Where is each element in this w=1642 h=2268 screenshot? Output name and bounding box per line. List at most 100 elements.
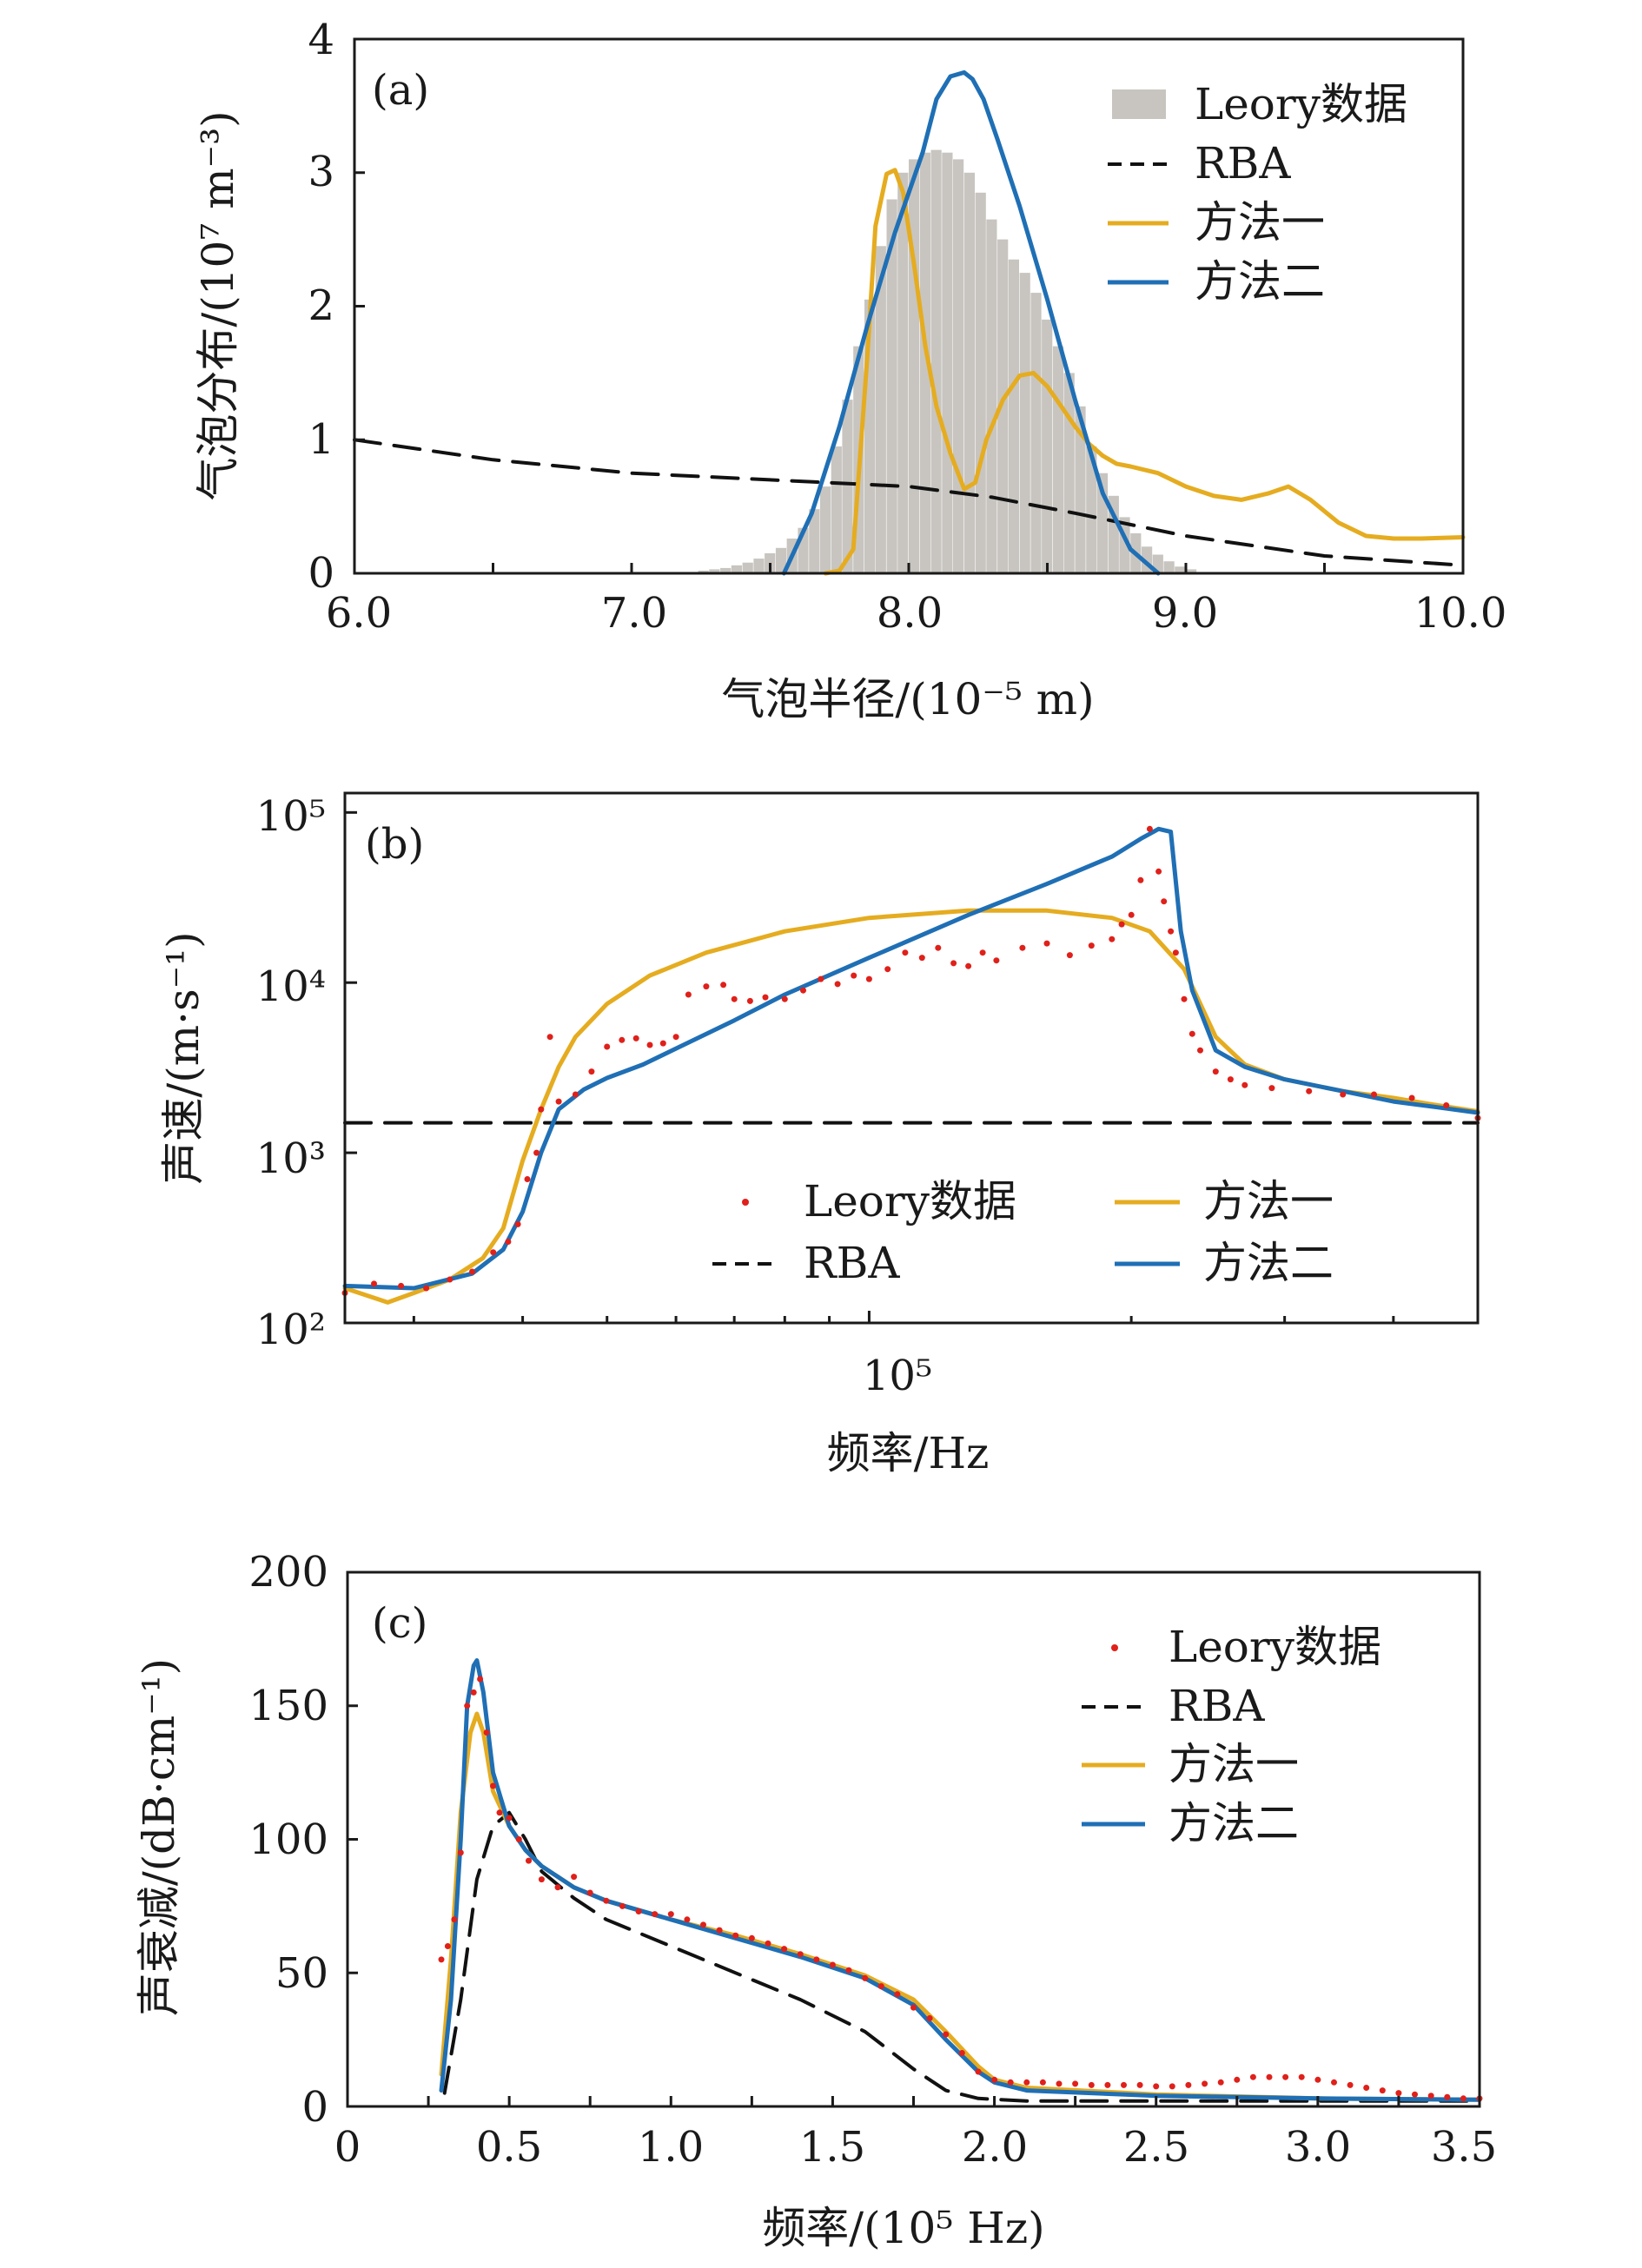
b-legend-rba: RBA	[804, 1238, 900, 1288]
b-data-point	[1066, 952, 1073, 959]
b-data-point	[1408, 1094, 1415, 1101]
b-data-point	[546, 1034, 553, 1041]
b-data-point	[851, 972, 857, 979]
b-data-point	[604, 1043, 611, 1050]
c-data-point	[797, 1951, 804, 1958]
c-data-point	[1121, 2081, 1127, 2088]
a-xtick: 6.0	[326, 589, 392, 638]
a-x-axis-label: 气泡半径/(10⁻⁵ m)	[721, 674, 1094, 724]
a-bar	[1163, 561, 1175, 573]
c-data-point	[554, 1884, 561, 1891]
a-bar	[698, 570, 709, 573]
b-data-point	[1241, 1081, 1248, 1088]
b-data-point	[1306, 1088, 1313, 1094]
c-data-point	[1217, 2079, 1224, 2086]
a-bar	[875, 246, 886, 573]
c-data-point	[667, 1911, 674, 1918]
a-bar	[819, 486, 831, 573]
b-data-point	[993, 957, 1000, 964]
c-xtick: 1.0	[638, 2123, 704, 2172]
b-data-point	[1128, 911, 1135, 918]
c-data-point	[1185, 2081, 1192, 2088]
c-data-point	[894, 1991, 901, 1998]
a-ytick: 4	[308, 16, 334, 64]
a-legend-method2: 方法二	[1195, 256, 1325, 307]
b-data-point	[1161, 898, 1168, 905]
c-data-point	[1104, 2081, 1111, 2088]
a-bar	[953, 159, 964, 573]
a-bar	[842, 400, 853, 573]
b-ticks	[345, 810, 1480, 1325]
c-data-point	[652, 1911, 659, 1918]
c-data-point	[603, 1897, 610, 1904]
a-series-method2	[781, 69, 1161, 576]
b-data-point	[1109, 936, 1116, 942]
c-ytick: 50	[275, 1949, 328, 1998]
b-ytick: 10⁴	[256, 962, 326, 1011]
b-data-point	[632, 1035, 639, 1041]
a-xtick: 10.0	[1414, 589, 1507, 638]
c-data-point	[716, 1927, 723, 1934]
c-xtick: 0	[334, 2123, 361, 2172]
c-data-point	[506, 1815, 513, 1822]
a-bar	[1052, 346, 1064, 573]
a-bar	[731, 565, 742, 573]
b-xtick: 10⁵	[863, 1352, 932, 1400]
b-y-axis-label: 声速/(m·s⁻¹)	[158, 931, 209, 1184]
c-data-point	[845, 1967, 852, 1974]
b-data-point	[1118, 921, 1125, 928]
b-data-point	[555, 1098, 562, 1105]
b-panel-label: (b)	[365, 820, 424, 869]
c-data-point	[862, 1974, 869, 1981]
c-data-point	[1314, 2076, 1321, 2083]
a-bar	[919, 152, 930, 573]
b-data-point	[447, 1276, 454, 1283]
c-data-point	[1460, 2095, 1467, 2102]
b-data-point	[588, 1068, 595, 1075]
b-data-point	[1227, 1076, 1234, 1083]
c-data-point	[1169, 2083, 1175, 2090]
b-data-point	[538, 1106, 545, 1113]
a-bar	[709, 569, 720, 573]
b-data-point	[371, 1280, 377, 1287]
a-bar	[942, 152, 953, 573]
a-legend-leory: Leory数据	[1195, 79, 1407, 129]
b-data-point	[762, 994, 769, 1001]
a-bar	[1042, 319, 1053, 573]
b-data-point	[1188, 1030, 1195, 1037]
c-data-point	[490, 1782, 496, 1789]
c-data-point	[586, 1889, 593, 1896]
b-data-point	[703, 983, 710, 990]
c-data-point	[470, 1689, 477, 1696]
a-bar	[963, 172, 975, 574]
c-data-point	[1395, 2090, 1402, 2097]
b-data-point	[965, 962, 972, 969]
a-bar	[1063, 373, 1075, 573]
c-xtick: 3.5	[1431, 2123, 1497, 2172]
b-data-point	[1137, 876, 1144, 883]
a-series-rba	[353, 438, 1465, 567]
c-data-point	[619, 1902, 626, 1909]
c-data-point	[438, 1956, 445, 1963]
b-legend-swatch-leory	[742, 1199, 749, 1206]
c-data-point	[571, 1874, 578, 1881]
b-data-point	[1019, 944, 1026, 951]
b-series-method2	[342, 826, 1480, 1291]
a-histogram	[686, 149, 1208, 574]
b-data-point	[935, 944, 942, 951]
a-y-axis-label: 气泡分布/(10⁷ m⁻³)	[193, 110, 243, 500]
c-series-method2	[439, 1658, 1482, 2102]
a-bar	[1019, 273, 1030, 573]
c-data-point	[975, 2068, 982, 2075]
b-data-point	[781, 995, 788, 1002]
b-data-point	[1088, 942, 1095, 949]
c-data-point	[451, 1916, 458, 1923]
b-data-point	[950, 960, 957, 967]
a-bar	[1186, 569, 1197, 573]
a-bar	[886, 199, 897, 573]
c-xtick: 1.5	[799, 2123, 865, 2172]
c-data-point	[1234, 2076, 1241, 2083]
c-data-point	[958, 2050, 965, 2056]
c-xtick: 3.0	[1285, 2123, 1351, 2172]
a-bar	[909, 159, 920, 573]
